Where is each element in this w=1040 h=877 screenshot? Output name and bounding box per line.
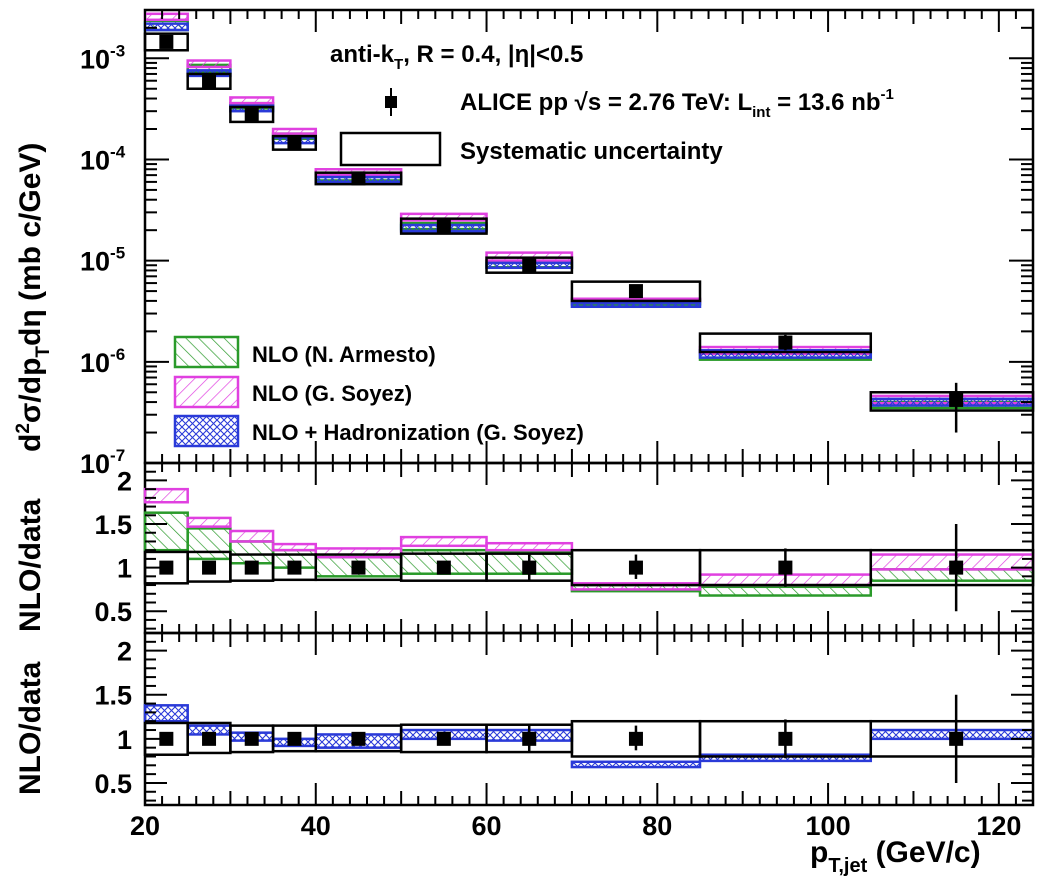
mid-y-tick-label-0: 0.5 bbox=[94, 597, 132, 627]
bottom-y-axis-title: NLO/data bbox=[14, 661, 47, 795]
legend-entry-armesto: NLO (N. Armesto) bbox=[173, 335, 436, 369]
legend-swatch-armesto bbox=[173, 335, 240, 369]
top-data-point-bin-8 bbox=[778, 335, 793, 350]
mid-y-tick-label-2: 1.5 bbox=[94, 510, 132, 540]
mid-band-nlo-armesto-bin-8 bbox=[698, 585, 873, 597]
bot-band-nlo-hadronization-bin-7 bbox=[570, 760, 702, 769]
mid-data-point-bin-1 bbox=[202, 560, 217, 575]
mid-data-point-bin-2 bbox=[244, 560, 259, 575]
x-tick-label-1: 40 bbox=[301, 811, 331, 841]
x-tick-label-4: 100 bbox=[806, 811, 851, 841]
top-syst-box-bin-1 bbox=[186, 72, 232, 90]
mid-data-point-bin-7 bbox=[628, 560, 643, 575]
middle-y-axis-title: NLO/data bbox=[14, 498, 47, 632]
experiment-annotation: ALICE pp √s = 2.76 TeV: Lint = 13.6 nb-1 bbox=[460, 86, 894, 121]
top-data-point-bin-3 bbox=[287, 136, 302, 151]
bot-y-tick-label-3: 2 bbox=[117, 637, 132, 667]
top-syst-box-bin-5 bbox=[399, 217, 488, 235]
mid-y-tick-label-1: 1 bbox=[117, 554, 132, 584]
bot-data-point-bin-3 bbox=[287, 731, 302, 746]
mid-band-nlo-armesto-bin-1 bbox=[186, 527, 232, 561]
legend-swatch-hadronization bbox=[173, 414, 240, 448]
top-syst-box-bin-8 bbox=[698, 332, 873, 354]
bot-data-point-bin-5 bbox=[436, 731, 451, 746]
bot-data-point-bin-6 bbox=[522, 731, 537, 746]
bottom-panel-frame bbox=[143, 631, 1035, 807]
mid-data-point-bin-3 bbox=[287, 560, 302, 575]
mid-band-nlo-soyez-bin-6 bbox=[485, 541, 574, 552]
legend-swatch-soyez bbox=[173, 375, 240, 409]
bot-y-tick-label-2: 1.5 bbox=[94, 681, 132, 711]
mid-band-nlo-soyez-bin-4 bbox=[314, 547, 403, 559]
mid-band-nlo-armesto-bin-2 bbox=[229, 540, 275, 565]
mid-band-nlo-soyez-bin-0 bbox=[143, 487, 189, 504]
bottom-panel-marks bbox=[143, 694, 1035, 783]
top-y-tick-label-2: 10-5 bbox=[80, 244, 125, 277]
mid-y-tick-label-3: 2 bbox=[117, 466, 132, 496]
legend-entry-soyez: NLO (G. Soyez) bbox=[173, 375, 412, 409]
top-data-point-bin-9 bbox=[949, 392, 964, 407]
bot-data-point-bin-2 bbox=[244, 731, 259, 746]
legend-label-armesto: NLO (N. Armesto) bbox=[252, 342, 436, 367]
top-band-nlo-soyez-bin-0 bbox=[143, 12, 189, 22]
mid-band-nlo-soyez-bin-3 bbox=[271, 542, 318, 552]
top-band-nlo-soyez-bin-1 bbox=[186, 59, 232, 69]
mid-data-point-bin-8 bbox=[778, 560, 793, 575]
top-y-axis-title: d2σ/dpTdη (mb c/GeV) bbox=[13, 143, 54, 452]
x-tick-label-2: 60 bbox=[472, 811, 502, 841]
top-syst-box-bin-2 bbox=[229, 105, 275, 124]
top-data-point-bin-0 bbox=[159, 34, 174, 49]
x-tick-label-0: 20 bbox=[130, 811, 160, 841]
top-panel-marks bbox=[143, 12, 1035, 433]
legend-label-soyez: NLO (G. Soyez) bbox=[252, 381, 412, 406]
top-y-tick-label-1: 10-6 bbox=[80, 345, 125, 378]
model-legend: NLO (N. Armesto) NLO (G. Soyez) NLO + Ha… bbox=[173, 335, 584, 448]
algorithm-annotation: anti-kT, R = 0.4, |η|<0.5 bbox=[330, 41, 583, 73]
syst-legend-label: Systematic uncertainty bbox=[460, 138, 723, 165]
mid-data-point-bin-5 bbox=[436, 560, 451, 575]
bot-y-tick-label-1: 1 bbox=[117, 725, 132, 755]
top-y-tick-label-3: 10-4 bbox=[80, 142, 126, 175]
syst-legend-box bbox=[339, 131, 442, 167]
top-y-tick-label-0: 10-7 bbox=[80, 446, 125, 479]
bot-data-point-bin-7 bbox=[628, 731, 643, 746]
middle-panel-marks bbox=[143, 487, 1035, 612]
top-data-point-bin-7 bbox=[628, 284, 643, 299]
top-band-nlo-soyez-bin-2 bbox=[229, 96, 275, 105]
bot-data-point-bin-8 bbox=[778, 731, 793, 746]
top-y-tick-label-4: 10-3 bbox=[80, 41, 125, 74]
mid-band-nlo-armesto-bin-0 bbox=[143, 511, 189, 552]
x-axis-title: pT,jet (GeV/c) bbox=[810, 836, 981, 877]
axes-ticks: 10-7 10-6 10-5 10-4 10-3 0.5 1 1.5 2 0.5 1 1.5 2 20 40… bbox=[80, 9, 1034, 841]
mid-data-point-bin-4 bbox=[351, 560, 366, 575]
top-syst-box-bin-0 bbox=[143, 32, 189, 52]
mid-data-point-bin-6 bbox=[522, 560, 537, 575]
top-data-point-bin-2 bbox=[244, 107, 259, 122]
bot-data-point-bin-4 bbox=[351, 731, 366, 746]
top-data-point-bin-4 bbox=[351, 171, 366, 186]
x-tick-label-5: 120 bbox=[976, 811, 1021, 841]
mid-band-nlo-soyez-bin-1 bbox=[186, 516, 232, 528]
mid-data-point-bin-9 bbox=[949, 560, 964, 575]
legend-label-hadronization: NLO + Hadronization (G. Soyez) bbox=[252, 420, 584, 445]
bot-y-tick-label-0: 0.5 bbox=[94, 769, 132, 799]
x-tick-label-3: 80 bbox=[642, 811, 672, 841]
mid-band-nlo-soyez-bin-2 bbox=[229, 529, 275, 543]
top-band-nlo-soyez-bin-3 bbox=[271, 127, 318, 135]
bot-data-point-bin-1 bbox=[202, 731, 217, 746]
top-band-nlo-hadronization-bin-7 bbox=[570, 301, 702, 309]
top-data-point-bin-6 bbox=[522, 258, 537, 273]
top-data-point-bin-1 bbox=[202, 74, 217, 89]
legend-entry-hadronization: NLO + Hadronization (G. Soyez) bbox=[173, 414, 584, 448]
top-data-point-bin-5 bbox=[436, 218, 451, 233]
mid-band-nlo-soyez-bin-7 bbox=[570, 582, 702, 591]
data-legend-marker bbox=[385, 88, 397, 116]
bot-data-point-bin-9 bbox=[949, 731, 964, 746]
mid-band-nlo-soyez-bin-5 bbox=[399, 535, 488, 548]
top-syst-box-bin-7 bbox=[570, 280, 702, 303]
